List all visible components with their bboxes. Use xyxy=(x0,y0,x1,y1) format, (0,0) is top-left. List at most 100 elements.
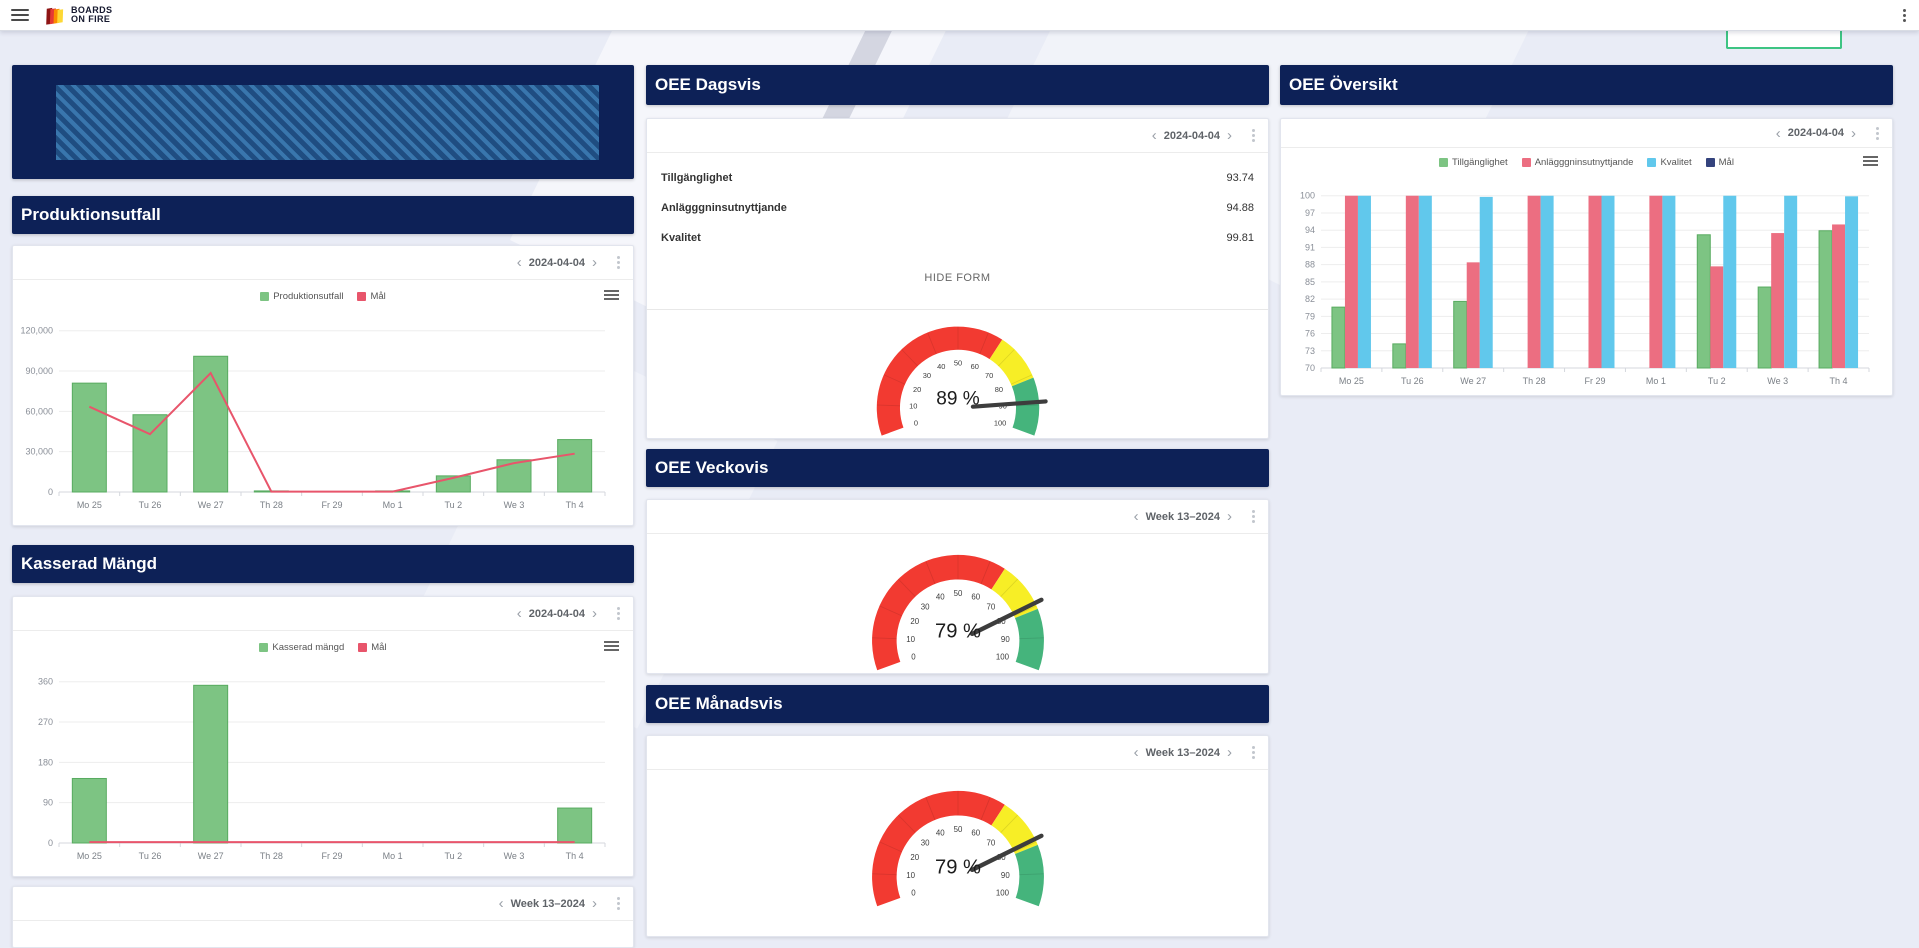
svg-text:Th 28: Th 28 xyxy=(260,500,283,510)
metric-label: Tillgänglighet xyxy=(661,172,733,184)
legend-item[interactable]: Mål xyxy=(357,291,386,302)
date-label: Week 13–2024 xyxy=(510,897,585,910)
svg-text:30,000: 30,000 xyxy=(25,447,53,457)
svg-text:20: 20 xyxy=(910,617,919,626)
oee-veckovis-card: ‹ Week 13–2024 › 01020304050607080901007… xyxy=(646,499,1269,674)
legend-item[interactable]: Tillgänglighet xyxy=(1439,157,1508,168)
card-kebab-menu[interactable] xyxy=(1251,509,1256,524)
prev-date-button[interactable]: ‹ xyxy=(1133,744,1139,761)
svg-text:Mo 1: Mo 1 xyxy=(1646,376,1666,386)
topbar-kebab-menu[interactable] xyxy=(1902,8,1907,23)
logo-text-line2: ON FIRE xyxy=(71,14,111,24)
date-navigation: ‹ 2024-04-04 › xyxy=(647,119,1268,153)
chart-menu-icon[interactable] xyxy=(604,641,619,651)
date-navigation: ‹ 2024-04-04 › xyxy=(13,597,633,631)
oee-manadsvis-card: ‹ Week 13–2024 › 01020304050607080901007… xyxy=(646,735,1269,937)
oee-dagsvis-card: ‹ 2024-04-04 › Tillgänglighet 93.74 Anlä… xyxy=(646,118,1269,439)
svg-text:Fr 29: Fr 29 xyxy=(321,851,342,861)
svg-text:Fr 29: Fr 29 xyxy=(321,500,342,510)
card-kebab-menu[interactable] xyxy=(616,896,621,911)
prev-date-button[interactable]: ‹ xyxy=(1775,124,1781,142)
hamburger-menu-icon[interactable] xyxy=(11,9,29,21)
panel-title-oee-veckovis: OEE Veckovis xyxy=(646,449,1269,487)
svg-text:Mo 1: Mo 1 xyxy=(383,851,403,861)
logo-text-line1: BOARDS xyxy=(71,5,113,15)
next-date-button[interactable]: › xyxy=(1227,744,1232,761)
svg-text:0: 0 xyxy=(911,889,916,898)
card-kebab-menu[interactable] xyxy=(616,255,621,270)
panel-title-kasserad-mangd: Kasserad Mängd xyxy=(12,545,634,583)
prev-date-button[interactable]: ‹ xyxy=(498,895,504,912)
card-kebab-menu[interactable] xyxy=(1251,128,1256,143)
prev-date-button[interactable]: ‹ xyxy=(516,254,522,271)
metric-value: 93.74 xyxy=(1226,172,1254,184)
svg-text:Th 4: Th 4 xyxy=(1830,376,1848,386)
svg-text:60: 60 xyxy=(971,829,980,838)
prev-date-button[interactable]: ‹ xyxy=(516,605,522,622)
chart-menu-icon[interactable] xyxy=(1863,156,1878,166)
chart-menu-icon[interactable] xyxy=(604,290,619,300)
svg-text:Fr 29: Fr 29 xyxy=(1584,376,1605,386)
svg-text:90: 90 xyxy=(43,798,53,808)
svg-text:50: 50 xyxy=(953,589,962,598)
next-date-button[interactable]: › xyxy=(1227,127,1232,144)
svg-text:We 27: We 27 xyxy=(1460,376,1486,386)
panel-title-produktionsutfall: Produktionsutfall xyxy=(12,196,634,234)
svg-text:90,000: 90,000 xyxy=(25,366,53,376)
svg-text:30: 30 xyxy=(922,371,930,380)
svg-text:97: 97 xyxy=(1305,208,1315,218)
card-kebab-menu[interactable] xyxy=(1875,126,1880,141)
svg-text:0: 0 xyxy=(913,419,917,428)
svg-text:94: 94 xyxy=(1305,225,1315,235)
date-label: Week 13–2024 xyxy=(1145,746,1220,759)
next-date-button[interactable]: › xyxy=(1227,508,1232,525)
date-label: Week 13–2024 xyxy=(1145,510,1220,523)
legend-swatch xyxy=(1647,157,1657,167)
next-date-button[interactable]: › xyxy=(1851,124,1856,142)
svg-text:We 3: We 3 xyxy=(504,500,525,510)
produktionsutfall-chart: 0 30,000 60,000 90,000 120,000 Mo 25 Tu 26 We 2… xyxy=(13,310,633,520)
svg-text:40: 40 xyxy=(935,593,944,602)
next-date-button[interactable]: › xyxy=(592,895,597,912)
svg-text:10: 10 xyxy=(906,635,915,644)
svg-text:40: 40 xyxy=(937,362,945,371)
svg-text:90: 90 xyxy=(1000,635,1009,644)
card-kebab-menu[interactable] xyxy=(616,606,621,621)
svg-text:73: 73 xyxy=(1305,346,1315,356)
legend-item[interactable]: Produktionsutfall xyxy=(260,291,343,302)
svg-text:76: 76 xyxy=(1305,329,1315,339)
svg-text:Mo 1: Mo 1 xyxy=(383,500,403,510)
svg-text:0: 0 xyxy=(48,838,53,848)
metric-value: 94.88 xyxy=(1226,202,1254,214)
svg-text:10: 10 xyxy=(906,871,915,880)
metric-row-anlaggningsutnyttjande: Anlägggninsutnyttjande 94.88 xyxy=(647,193,1268,223)
svg-text:270: 270 xyxy=(38,717,53,727)
legend-item[interactable]: Mål xyxy=(1705,157,1734,168)
legend-item[interactable]: Kvalitet xyxy=(1647,157,1692,168)
card-kebab-menu[interactable] xyxy=(1251,745,1256,760)
oee-veckovis-gauge: 010203040506070809010079 % xyxy=(647,536,1268,672)
oee-oversikt-card: ‹ 2024-04-04 › Tillgänglighet Anlägggnins… xyxy=(1280,118,1893,396)
prev-date-button[interactable]: ‹ xyxy=(1133,508,1139,525)
next-date-button[interactable]: › xyxy=(592,605,597,622)
panel-title-oee-oversikt: OEE Översikt xyxy=(1280,65,1893,105)
chart-legend: Kasserad mängd Mål xyxy=(13,631,633,655)
svg-text:60: 60 xyxy=(970,362,978,371)
kasserad-mangd-chart: 0 90 180 270 360 Mo 25 Tu 26 We 27 Th 28 Fr 29 Mo … xyxy=(13,661,633,871)
legend-item[interactable]: Kasserad mängd xyxy=(259,642,344,653)
panel-title-oee-manadsvis: OEE Månadsvis xyxy=(646,685,1269,723)
legend-item[interactable]: Anlägggninsutnyttjande xyxy=(1521,157,1633,168)
legend-item[interactable]: Mål xyxy=(358,642,387,653)
svg-text:Mo 25: Mo 25 xyxy=(77,851,102,861)
oee-dagsvis-gauge: 010203040506070809010089 % xyxy=(647,310,1268,436)
svg-text:0: 0 xyxy=(48,487,53,497)
prev-date-button[interactable]: ‹ xyxy=(1151,127,1157,144)
status-button-partial[interactable] xyxy=(1726,31,1842,49)
next-date-button[interactable]: › xyxy=(592,254,597,271)
svg-text:Tu 2: Tu 2 xyxy=(1708,376,1726,386)
svg-text:80: 80 xyxy=(994,385,1002,394)
top-bar: BOARDS ON FIRE xyxy=(0,0,1919,31)
date-label: 2024-04-04 xyxy=(1163,129,1220,142)
svg-text:0: 0 xyxy=(911,653,916,662)
hide-form-button[interactable]: HIDE FORM xyxy=(924,272,991,284)
